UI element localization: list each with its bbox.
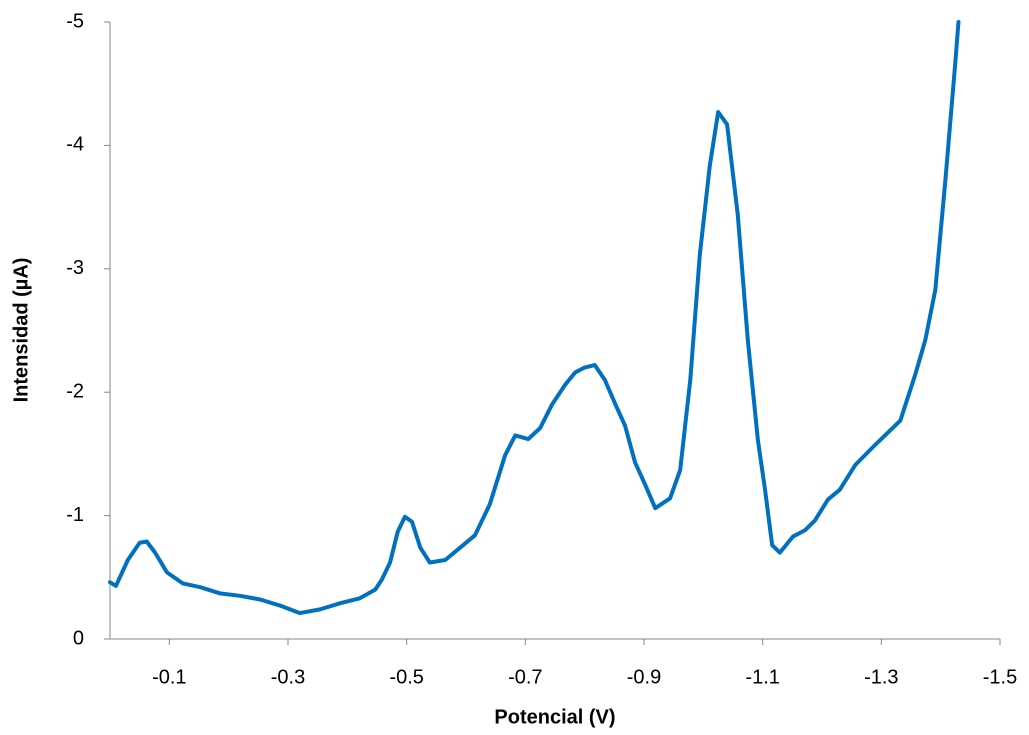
x-tick-label: -0.5	[389, 666, 423, 688]
x-tick-label: -1.1	[745, 666, 779, 688]
y-axis-title: Intensidad (µA)	[10, 258, 32, 403]
y-tick-label: 0	[73, 627, 84, 649]
y-tick-label: -4	[66, 134, 84, 156]
x-axis-title: Potencial (V)	[494, 706, 615, 728]
x-tick-label: -0.9	[627, 666, 661, 688]
x-tick-label: -1.5	[983, 666, 1017, 688]
y-tick-label: -5	[66, 10, 84, 32]
x-tick-label: -1.3	[864, 666, 898, 688]
y-tick-label: -1	[66, 504, 84, 526]
y-tick-label: -3	[66, 257, 84, 279]
x-tick-label: -0.1	[152, 666, 186, 688]
y-tick-label: -2	[66, 380, 84, 402]
x-tick-label: -0.7	[508, 666, 542, 688]
data-line	[108, 20, 961, 616]
x-tick-label: -0.3	[271, 666, 305, 688]
